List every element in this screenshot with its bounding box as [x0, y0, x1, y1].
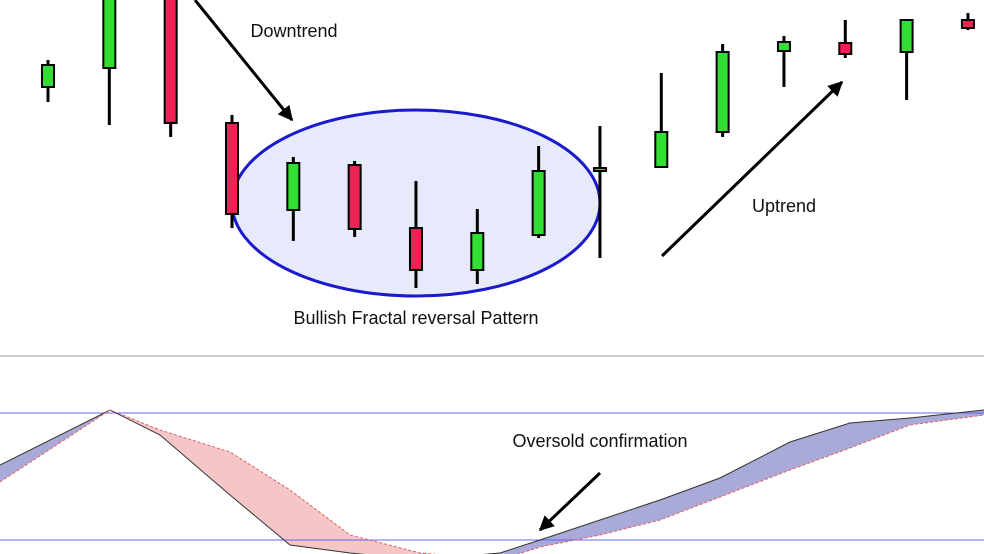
candle-body	[899, 19, 914, 53]
candle-body	[102, 0, 117, 69]
annotation: Uptrend	[752, 196, 816, 216]
arrow	[193, 0, 294, 122]
arrow	[660, 80, 844, 258]
band-fill	[660, 478, 720, 520]
candle-body	[960, 19, 975, 29]
band-fill	[230, 452, 290, 545]
arrow	[538, 471, 602, 532]
candle-body	[654, 131, 669, 168]
candle-body	[347, 164, 362, 230]
oscillator-pane	[0, 409, 984, 554]
annotation: Bullish Fractal reversal Pattern	[293, 308, 538, 328]
candle-body	[592, 167, 607, 172]
band-fill	[160, 430, 230, 495]
band-fill	[600, 500, 660, 535]
candle-body	[41, 64, 55, 88]
band-fill	[720, 442, 790, 497]
annotation: Oversold confirmation	[512, 431, 687, 451]
band-fill	[540, 520, 600, 547]
candle-body	[470, 232, 485, 271]
band-fill	[850, 418, 910, 448]
candle-body	[408, 227, 423, 271]
band-fill	[290, 490, 350, 553]
candle-body	[163, 0, 178, 124]
series-line	[0, 409, 984, 554]
candle-body	[224, 122, 239, 215]
annotation: Downtrend	[250, 21, 337, 41]
band-fill	[790, 423, 850, 470]
series-line	[0, 409, 984, 554]
candle-body	[715, 51, 730, 133]
candle-body	[776, 41, 791, 52]
candle-body	[286, 162, 301, 211]
candle-pane	[41, 0, 975, 288]
candle-body	[838, 42, 853, 55]
band-fill	[910, 410, 984, 425]
candle-body	[531, 170, 546, 236]
